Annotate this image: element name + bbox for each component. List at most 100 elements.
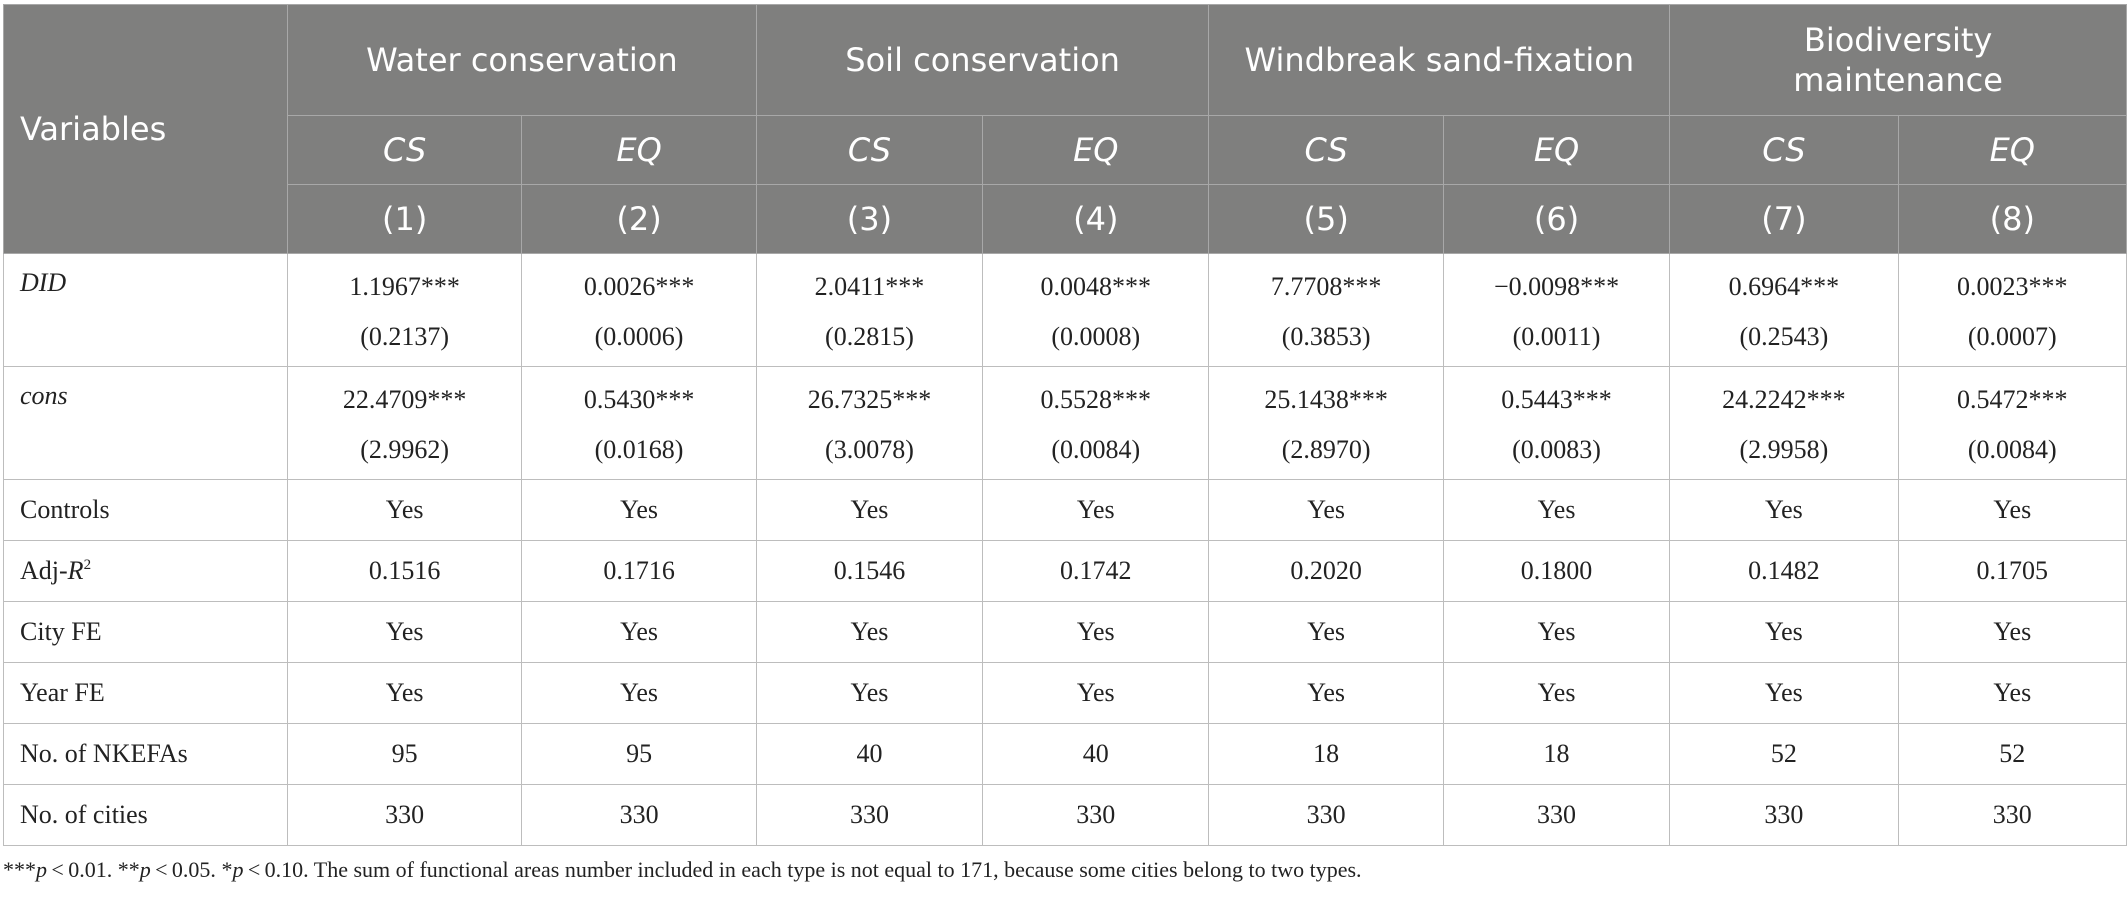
threshold-2: < 0.05.	[150, 857, 222, 882]
coefficient: 0.5443***	[1501, 385, 1612, 414]
table-row-cons: cons 22.4709*** (2.9962) 0.5430*** (0.0168…	[3, 366, 2127, 480]
table-cell: Yes	[982, 662, 1210, 724]
standard-error: (0.0168)	[594, 435, 684, 464]
standard-error: (0.0083)	[1512, 435, 1601, 464]
table-cell: Yes	[521, 662, 757, 724]
row-label-adj-r2: Adj-R2	[3, 540, 288, 602]
table-cell: Yes	[1897, 479, 2127, 541]
table-cell: 0.1800	[1442, 540, 1671, 602]
row-label-year-fe: Year FE	[3, 662, 288, 724]
table-cell: Yes	[982, 479, 1210, 541]
coefficient: 24.2242***	[1722, 385, 1846, 414]
table-cell: 0.1742	[982, 540, 1210, 602]
table-cell: Yes	[1442, 479, 1671, 541]
standard-error: (0.3853)	[1281, 322, 1371, 351]
standard-error: (0.2543)	[1739, 322, 1829, 351]
table-cell: 330	[1442, 784, 1671, 846]
table-cell: 0.5472*** (0.0084)	[1897, 366, 2127, 480]
table-cell: 95	[286, 723, 523, 785]
table-cell: Yes	[1208, 662, 1444, 724]
subhead-cell: CS	[286, 115, 523, 185]
table-cell: −0.0098*** (0.0011)	[1442, 253, 1671, 367]
column-number: (4)	[982, 184, 1210, 254]
coefficient: 1.1967***	[349, 272, 460, 301]
row-label-cons: cons	[3, 366, 288, 480]
table-cell: Yes	[1442, 662, 1671, 724]
table-cell: 330	[1897, 784, 2127, 846]
p-symbol: p	[139, 857, 151, 882]
coefficient: 0.0048***	[1040, 272, 1152, 301]
header-number-row: (1) (2) (3) (4) (5) (6) (7) (8)	[4, 184, 2127, 254]
table-row-city-fe: City FE Yes Yes Yes Yes Yes Yes Yes Yes	[3, 601, 2127, 663]
standard-error: (2.9962)	[360, 435, 450, 464]
p-symbol: p	[232, 857, 244, 882]
table-cell: Yes	[1669, 662, 1899, 724]
row-label-text: cons	[20, 381, 68, 410]
row-label-text: DID	[20, 268, 67, 297]
table-cell: 24.2242*** (2.9958)	[1669, 366, 1899, 480]
group-header-water-conservation: Water conservation	[286, 4, 757, 116]
table-header: Variables Water conservation Soil conser…	[3, 4, 2127, 254]
standard-error: (2.9958)	[1739, 435, 1829, 464]
table-cell: Yes	[286, 662, 523, 724]
table-body: DID 1.1967*** (0.2137) 0.0026*** (0.0006) …	[3, 253, 2127, 846]
standard-error: (2.8970)	[1281, 435, 1371, 464]
table-footnote: ***p < 0.01. **p < 0.05. *p < 0.10. The …	[3, 857, 1362, 883]
header-subhead-row: CS EQ CS EQ CS EQ CS EQ	[4, 115, 2127, 185]
table-cell: 95	[521, 723, 757, 785]
table-cell: Yes	[1442, 601, 1671, 663]
coefficient: 0.6964***	[1728, 272, 1840, 301]
stars-2: **	[117, 857, 140, 882]
subhead-cell: CS	[755, 115, 984, 185]
table-cell: 0.5528*** (0.0084)	[982, 366, 1210, 480]
row-label-controls: Controls	[3, 479, 288, 541]
table-cell: Yes	[521, 479, 757, 541]
subhead-cell: CS	[1669, 115, 1899, 185]
table-cell: 330	[755, 784, 984, 846]
standard-error: (0.0006)	[594, 322, 684, 351]
table-cell: Yes	[286, 479, 523, 541]
table-cell: 18	[1442, 723, 1671, 785]
group-header-biodiversity-maintenance: Biodiversity maintenance	[1669, 4, 2127, 116]
coefficient: 7.7708***	[1270, 272, 1382, 301]
coefficient: 22.4709***	[342, 385, 467, 414]
coefficient: 0.5472***	[1957, 385, 2068, 414]
table-cell: Yes	[1208, 601, 1444, 663]
table-cell: Yes	[1897, 662, 2127, 724]
coefficient: 2.0411***	[814, 272, 925, 301]
coefficient: −0.0098***	[1493, 272, 1620, 301]
table-cell: 40	[755, 723, 984, 785]
column-number: (1)	[286, 184, 523, 254]
standard-error: (0.2137)	[360, 322, 450, 351]
table-cell: 1.1967*** (0.2137)	[286, 253, 523, 367]
table-cell: 25.1438*** (2.8970)	[1208, 366, 1444, 480]
standard-error: (0.0008)	[1051, 322, 1141, 351]
footnote-text: The sum of functional areas number inclu…	[313, 857, 1362, 882]
subhead-cell: EQ	[521, 115, 757, 185]
table-cell: 330	[286, 784, 523, 846]
table-cell: 0.0023*** (0.0007)	[1897, 253, 2127, 367]
table-row-nkefas: No. of NKEFAs 95 95 40 40 18 18 52 52	[3, 723, 2127, 785]
table-cell: 0.0048*** (0.0008)	[982, 253, 1210, 367]
column-number: (6)	[1442, 184, 1671, 254]
regression-table: Variables Water conservation Soil conser…	[3, 4, 2127, 846]
table-cell: Yes	[755, 662, 984, 724]
table-cell: 7.7708*** (0.3853)	[1208, 253, 1444, 367]
table-cell: Yes	[755, 479, 984, 541]
standard-error: (0.0084)	[1967, 435, 2057, 464]
standard-error: (0.2815)	[825, 322, 914, 351]
standard-error: (0.0011)	[1512, 322, 1601, 351]
coefficient: 0.5528***	[1040, 385, 1152, 414]
threshold-3: < 0.10.	[243, 857, 314, 882]
stars-3: ***	[3, 857, 36, 882]
table-row-did: DID 1.1967*** (0.2137) 0.0026*** (0.0006) …	[3, 253, 2127, 367]
table-cell: Yes	[1669, 601, 1899, 663]
column-number: (5)	[1208, 184, 1444, 254]
table-cell: 0.1482	[1669, 540, 1899, 602]
row-label-cities: No. of cities	[3, 784, 288, 846]
column-number: (8)	[1897, 184, 2127, 254]
table-cell: 0.5430*** (0.0168)	[521, 366, 757, 480]
group-header-windbreak-sand-fixation: Windbreak sand-fixation	[1208, 4, 1671, 116]
table-cell: 330	[982, 784, 1210, 846]
standard-error: (0.0084)	[1051, 435, 1141, 464]
